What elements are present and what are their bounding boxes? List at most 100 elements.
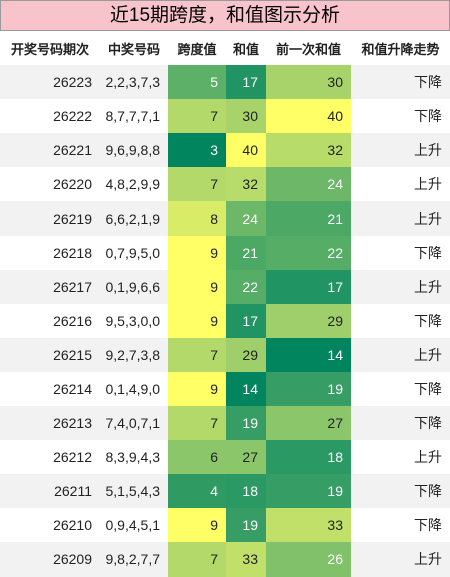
table-row: 26215 9,2,7,3,8 7 29 14 上升 bbox=[0, 337, 450, 372]
table-row: 26218 0,7,9,5,0 9 21 22 下降 bbox=[0, 235, 450, 270]
cell: 下降 bbox=[414, 483, 442, 500]
table-row: 26211 5,1,5,4,3 4 18 19 下降 bbox=[0, 474, 450, 509]
table-row: 26222 8,7,7,7,1 7 30 40 下降 bbox=[0, 99, 450, 134]
cell: 7 bbox=[168, 337, 226, 372]
table-row: 26221 9,6,9,8,8 3 40 32 上升 bbox=[0, 133, 450, 168]
cell: 下降 bbox=[414, 380, 442, 397]
table-row: 26216 9,5,3,0,0 9 17 29 下降 bbox=[0, 303, 450, 338]
cell: 26221 bbox=[53, 142, 92, 159]
cell: 6,6,2,1,9 bbox=[105, 210, 161, 227]
cell: 26220 bbox=[53, 176, 92, 193]
table-row: 26219 6,6,2,1,9 8 24 21 上升 bbox=[0, 201, 450, 236]
cell: 17 bbox=[266, 269, 351, 304]
cell: 9,5,3,0,0 bbox=[105, 312, 161, 329]
cell: 26217 bbox=[53, 278, 92, 295]
cell: 33 bbox=[266, 508, 351, 543]
cell: 24 bbox=[266, 167, 351, 202]
cell: 下降 bbox=[414, 415, 442, 432]
cell: 32 bbox=[226, 167, 266, 202]
table-row: 26213 7,4,0,7,1 7 19 27 下降 bbox=[0, 406, 450, 441]
cell: 26212 bbox=[53, 449, 92, 466]
cell: 14 bbox=[266, 337, 351, 372]
table-row: 26217 0,1,9,6,6 9 22 17 上升 bbox=[0, 269, 450, 304]
header-row: 开奖号码期次 中奖号码 跨度值 和值 前一次和值 和值升降走势 bbox=[0, 31, 450, 65]
cell: 18 bbox=[226, 474, 266, 509]
cell: 上升 bbox=[414, 278, 442, 295]
cell: 19 bbox=[226, 508, 266, 543]
cell: 26216 bbox=[53, 312, 92, 329]
cell: 9 bbox=[168, 269, 226, 304]
table-row: 26223 2,2,3,7,3 5 17 30 下降 bbox=[0, 65, 450, 100]
table-row: 26210 0,9,4,5,1 9 19 33 下降 bbox=[0, 508, 450, 543]
cell: 下降 bbox=[414, 517, 442, 534]
cell: 19 bbox=[266, 474, 351, 509]
cell: 2,2,3,7,3 bbox=[105, 74, 161, 91]
cell: 9,8,2,7,7 bbox=[105, 551, 161, 568]
cell: 26223 bbox=[53, 74, 92, 91]
cell: 7,4,0,7,1 bbox=[105, 415, 161, 432]
cell: 5 bbox=[168, 65, 226, 100]
cell: 0,1,9,6,6 bbox=[105, 278, 161, 295]
column-header: 中奖号码 bbox=[107, 41, 160, 57]
cell: 19 bbox=[266, 371, 351, 407]
cell: 0,1,4,9,0 bbox=[105, 380, 161, 397]
cell: 9 bbox=[168, 303, 226, 338]
cell: 下降 bbox=[414, 244, 442, 261]
cell: 26213 bbox=[53, 415, 92, 432]
cell: 24 bbox=[226, 201, 266, 236]
cell: 上升 bbox=[414, 176, 442, 193]
cell: 26211 bbox=[54, 483, 92, 500]
cell: 3 bbox=[168, 133, 226, 168]
cell: 4,8,2,9,9 bbox=[105, 176, 161, 193]
cell: 上升 bbox=[414, 449, 442, 466]
cell: 14 bbox=[226, 371, 266, 407]
cell: 33 bbox=[226, 542, 266, 577]
cell: 29 bbox=[266, 303, 351, 338]
cell: 29 bbox=[226, 337, 266, 372]
cell: 9 bbox=[168, 235, 226, 270]
cell: 9 bbox=[168, 371, 226, 407]
column-header: 和值升降走势 bbox=[361, 41, 440, 57]
cell: 6 bbox=[168, 440, 226, 475]
cell: 40 bbox=[226, 133, 266, 168]
column-header: 前一次和值 bbox=[275, 41, 341, 57]
cell: 上升 bbox=[414, 346, 442, 363]
cell: 8,7,7,7,1 bbox=[105, 108, 161, 125]
cell: 上升 bbox=[414, 210, 442, 227]
cell: 18 bbox=[266, 440, 351, 475]
cell: 上升 bbox=[414, 142, 442, 159]
column-header: 跨度值 bbox=[177, 41, 217, 57]
cell: 26 bbox=[266, 542, 351, 577]
cell: 21 bbox=[266, 201, 351, 236]
cell: 30 bbox=[226, 99, 266, 134]
cell: 19 bbox=[226, 406, 266, 441]
cell: 0,9,4,5,1 bbox=[105, 517, 161, 534]
cell: 9 bbox=[168, 508, 226, 543]
cell: 4 bbox=[168, 474, 226, 509]
cell: 27 bbox=[266, 406, 351, 441]
cell: 26214 bbox=[53, 380, 92, 397]
cell: 32 bbox=[266, 133, 351, 168]
column-header: 开奖号码期次 bbox=[10, 41, 89, 57]
cell: 26222 bbox=[53, 108, 92, 125]
title: 近15期跨度，和值图示分析 bbox=[0, 0, 450, 31]
table-row: 26214 0,1,4,9,0 9 14 19 下降 bbox=[0, 371, 450, 407]
cell: 上升 bbox=[414, 551, 442, 568]
cell: 8 bbox=[168, 201, 226, 236]
cell: 17 bbox=[226, 65, 266, 100]
cell: 26219 bbox=[53, 210, 92, 227]
cell: 26218 bbox=[53, 244, 92, 261]
cell: 0,7,9,5,0 bbox=[105, 244, 161, 261]
cell: 22 bbox=[266, 235, 351, 270]
table: 开奖号码期次 中奖号码 跨度值 和值 前一次和值 和值升降走势 26223 2,2,3,7,3… bbox=[0, 31, 450, 577]
cell: 22 bbox=[226, 269, 266, 304]
cell: 21 bbox=[226, 235, 266, 270]
cell: 26215 bbox=[53, 346, 92, 363]
cell: 下降 bbox=[414, 108, 442, 125]
cell: 26209 bbox=[53, 551, 92, 568]
table-row: 26209 9,8,2,7,7 7 33 26 上升 bbox=[0, 542, 450, 577]
cell: 9,6,9,8,8 bbox=[105, 142, 161, 159]
cell: 7 bbox=[168, 167, 226, 202]
cell: 7 bbox=[168, 542, 226, 577]
cell: 5,1,5,4,3 bbox=[105, 483, 161, 500]
